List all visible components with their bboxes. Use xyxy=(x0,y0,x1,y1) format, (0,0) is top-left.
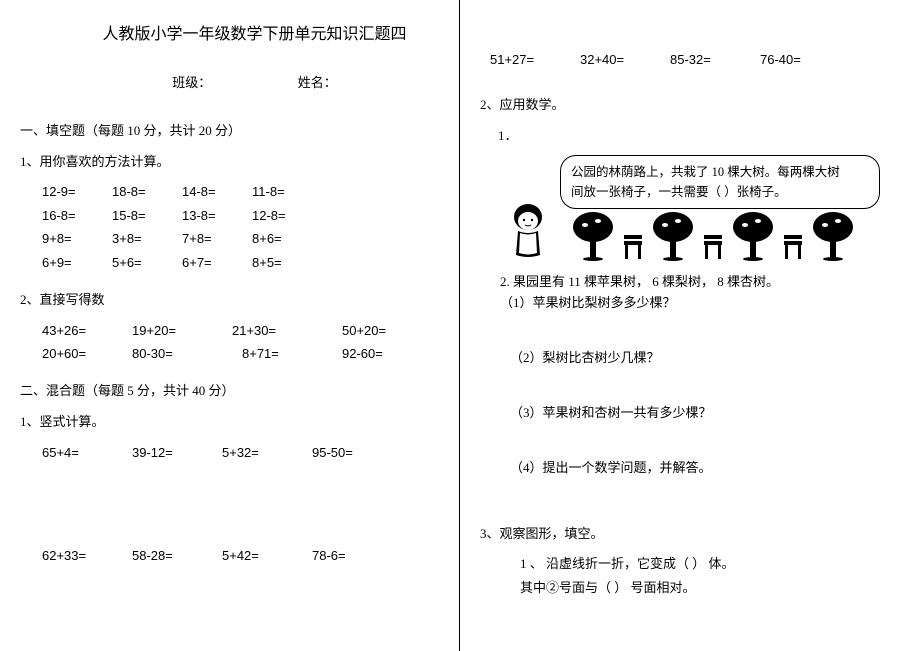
girl-icon xyxy=(500,201,556,259)
eq-row: 65+4= 39-12= 5+32= 95-50= xyxy=(20,441,449,464)
right-q2: 2、应用数学。 xyxy=(480,93,910,118)
speech-illustration: 公园的林荫路上，共栽了 10 棵大树。每两棵大树 间放一张椅子，一共需要（ ）张… xyxy=(500,155,900,265)
eq-cell: 62+33= xyxy=(42,544,132,567)
eq-cell: 12-8= xyxy=(252,204,322,227)
eq-cell: 3+8= xyxy=(112,227,182,250)
trees-row xyxy=(570,211,856,261)
section2-q1: 1、竖式计算。 xyxy=(20,410,449,435)
eq-cell: 39-12= xyxy=(132,441,222,464)
eq-cell: 11-8= xyxy=(252,180,322,203)
tree-icon xyxy=(810,211,856,261)
eq-cell: 9+8= xyxy=(42,227,112,250)
class-label: 班级： xyxy=(172,75,211,90)
worksheet-title: 人教版小学一年级数学下册单元知识汇题四 xyxy=(60,20,449,44)
left-column: 人教版小学一年级数学下册单元知识汇题四 班级： 姓名： 一、填空题（每题 10 … xyxy=(0,0,460,651)
eq-cell: 18-8= xyxy=(112,180,182,203)
name-label: 姓名： xyxy=(298,75,337,90)
eq-row: 16-8= 15-8= 13-8= 12-8= xyxy=(20,204,449,227)
eq-cell: 58-28= xyxy=(132,544,222,567)
tree-icon xyxy=(650,211,696,261)
eq-row: 62+33= 58-28= 5+42= 78-6= xyxy=(20,544,449,567)
eq-cell: 5+6= xyxy=(112,251,182,274)
eq-cell: 43+26= xyxy=(42,319,132,342)
eq-cell: 8+5= xyxy=(252,251,322,274)
eq-cell: 14-8= xyxy=(182,180,252,203)
q2-2-intro: 2. 果园里有 11 棵苹果树， 6 棵梨树， 8 棵杏树。 xyxy=(480,271,910,290)
tree-icon xyxy=(730,211,776,261)
eq-row: 20+60= 80-30= 8+71= 92-60= xyxy=(20,342,449,365)
q2-2-c: （3）苹果树和杏树一共有多少棵？ xyxy=(480,402,910,421)
eq-cell: 50+20= xyxy=(342,319,432,342)
q3-a: 1 、 沿虚线折一折，它变成（ ） 体。 xyxy=(480,552,910,575)
eq-cell: 6+9= xyxy=(42,251,112,274)
right-column: 51+27= 32+40= 85-32= 76-40= 2、应用数学。 1． 公… xyxy=(460,0,920,651)
bubble-line2: 间放一张椅子，一共需要（ ）张椅子。 xyxy=(571,182,869,202)
eq-row: 6+9= 5+6= 6+7= 8+5= xyxy=(20,251,449,274)
eq-cell: 32+40= xyxy=(580,48,670,71)
eq-cell: 7+8= xyxy=(182,227,252,250)
eq-cell: 5+42= xyxy=(222,544,312,567)
eq-cell: 8+71= xyxy=(242,342,342,365)
right-q2-1: 1． xyxy=(480,124,910,149)
eq-cell: 5+32= xyxy=(222,441,312,464)
eq-cell: 65+4= xyxy=(42,441,132,464)
eq-cell: 78-6= xyxy=(312,544,402,567)
eq-cell: 92-60= xyxy=(342,342,432,365)
chair-icon xyxy=(782,233,804,261)
section1-header: 一、填空题（每题 10 分，共计 20 分） xyxy=(20,119,449,144)
section1-q2: 2、直接写得数 xyxy=(20,288,449,313)
eq-row: 12-9= 18-8= 14-8= 11-8= xyxy=(20,180,449,203)
eq-cell: 8+6= xyxy=(252,227,322,250)
eq-cell: 85-32= xyxy=(670,48,760,71)
tree-icon xyxy=(570,211,616,261)
eq-cell: 21+30= xyxy=(232,319,342,342)
q2-2-a: （1）苹果树比梨树多多少棵？ xyxy=(480,292,910,311)
eq-row: 51+27= 32+40= 85-32= 76-40= xyxy=(480,48,910,71)
eq-cell: 95-50= xyxy=(312,441,402,464)
class-name-row: 班级： 姓名： xyxy=(60,72,449,91)
section1-q1: 1、用你喜欢的方法计算。 xyxy=(20,150,449,175)
speech-bubble: 公园的林荫路上，共栽了 10 棵大树。每两棵大树 间放一张椅子，一共需要（ ）张… xyxy=(560,155,880,209)
eq-cell: 51+27= xyxy=(490,48,580,71)
section2-header: 二、混合题（每题 5 分，共计 40 分） xyxy=(20,379,449,404)
eq-cell: 20+60= xyxy=(42,342,132,365)
right-q3: 3、观察图形，填空。 xyxy=(480,522,910,547)
bubble-line1: 公园的林荫路上，共栽了 10 棵大树。每两棵大树 xyxy=(571,162,869,182)
chair-icon xyxy=(702,233,724,261)
eq-row: 9+8= 3+8= 7+8= 8+6= xyxy=(20,227,449,250)
eq-cell: 76-40= xyxy=(760,48,850,71)
eq-cell: 80-30= xyxy=(132,342,242,365)
eq-cell: 13-8= xyxy=(182,204,252,227)
q3-b: 其中②号面与（ ） 号面相对。 xyxy=(480,576,910,599)
eq-cell: 15-8= xyxy=(112,204,182,227)
eq-cell: 16-8= xyxy=(42,204,112,227)
q2-2-d: （4）提出一个数学问题，并解答。 xyxy=(480,457,910,476)
eq-row: 43+26= 19+20= 21+30= 50+20= xyxy=(20,319,449,342)
eq-cell: 19+20= xyxy=(132,319,232,342)
eq-cell: 6+7= xyxy=(182,251,252,274)
eq-cell: 12-9= xyxy=(42,180,112,203)
q2-2-b: （2）梨树比杏树少几棵？ xyxy=(480,347,910,366)
chair-icon xyxy=(622,233,644,261)
